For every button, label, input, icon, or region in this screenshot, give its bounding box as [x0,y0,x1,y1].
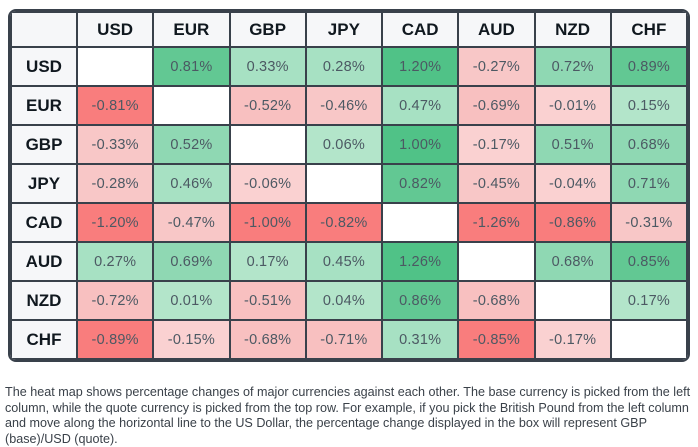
column-header-nzd: NZD [533,11,612,48]
cell-gbp-cad: 1.00% [380,124,460,165]
heatmap-header-row: USD EUR GBP JPY CAD AUD NZD CHF [10,11,688,48]
cell-gbp-eur: 0.52% [152,124,231,165]
cell-jpy-gbp: -0.06% [228,163,307,204]
cell-jpy-usd: -0.28% [75,163,155,204]
row-header-jpy: JPY [10,163,78,204]
cell-cad-cad [380,202,460,243]
heatmap-row-gbp: GBP -0.33% 0.52% 0.06% 1.00% -0.17% 0.51% 0.68% [10,124,688,165]
cell-cad-usd: -1.20% [75,202,155,243]
heatmap-row-eur: EUR -0.81% -0.52% -0.46% 0.47% -0.69% -0.01% 0.… [10,85,688,126]
row-header-eur: EUR [10,85,78,126]
cell-chf-nzd: -0.17% [533,319,612,360]
cell-aud-gbp: 0.17% [228,241,307,282]
cell-jpy-eur: 0.46% [152,163,231,204]
cell-usd-cad: 1.20% [380,46,460,87]
cell-cad-jpy: -0.82% [304,202,384,243]
cell-gbp-aud: -0.17% [457,124,536,165]
cell-usd-jpy: 0.28% [304,46,384,87]
cell-eur-nzd: -0.01% [533,85,612,126]
cell-nzd-chf: 0.17% [609,280,688,321]
heatmap-row-chf: CHF -0.89% -0.15% -0.68% -0.71% 0.31% -0.85% -0… [10,319,688,360]
cell-cad-nzd: -0.86% [533,202,612,243]
column-header-chf: CHF [609,11,688,48]
currency-heatmap-table: USD EUR GBP JPY CAD AUD NZD CHF USD 0.81% 0.33% 0.… [8,9,690,362]
cell-usd-eur: 0.81% [152,46,231,87]
cell-aud-usd: 0.27% [75,241,155,282]
heatmap-row-nzd: NZD -0.72% 0.01% -0.51% 0.04% 0.86% -0.68% 0.17… [10,280,688,321]
cell-cad-gbp: -1.00% [228,202,307,243]
row-header-usd: USD [10,46,78,87]
row-header-cad: CAD [10,202,78,243]
heatmap-row-cad: CAD -1.20% -0.47% -1.00% -0.82% -1.26% -0.86% -… [10,202,688,243]
cell-jpy-chf: 0.71% [609,163,688,204]
cell-gbp-usd: -0.33% [75,124,155,165]
cell-jpy-jpy [304,163,384,204]
cell-cad-aud: -1.26% [457,202,536,243]
cell-usd-gbp: 0.33% [228,46,307,87]
heatmap-grid: USD EUR GBP JPY CAD AUD NZD CHF USD 0.81% 0.33% 0.… [10,11,688,360]
cell-gbp-chf: 0.68% [609,124,688,165]
cell-eur-aud: -0.69% [457,85,536,126]
cell-chf-chf [609,319,688,360]
cell-aud-nzd: 0.68% [533,241,612,282]
cell-nzd-aud: -0.68% [457,280,536,321]
cell-chf-eur: -0.15% [152,319,231,360]
cell-jpy-cad: 0.82% [380,163,460,204]
cell-chf-cad: 0.31% [380,319,460,360]
cell-eur-usd: -0.81% [75,85,155,126]
cell-nzd-eur: 0.01% [152,280,231,321]
cell-eur-gbp: -0.52% [228,85,307,126]
column-header-cad: CAD [380,11,460,48]
row-header-gbp: GBP [10,124,78,165]
cell-usd-aud: -0.27% [457,46,536,87]
cell-eur-chf: 0.15% [609,85,688,126]
row-header-aud: AUD [10,241,78,282]
cell-nzd-usd: -0.72% [75,280,155,321]
cell-chf-jpy: -0.71% [304,319,384,360]
cell-aud-chf: 0.85% [609,241,688,282]
cell-eur-eur [152,85,231,126]
cell-chf-gbp: -0.68% [228,319,307,360]
cell-jpy-aud: -0.45% [457,163,536,204]
cell-aud-eur: 0.69% [152,241,231,282]
row-header-chf: CHF [10,319,78,360]
cell-chf-usd: -0.89% [75,319,155,360]
cell-gbp-nzd: 0.51% [533,124,612,165]
cell-nzd-cad: 0.86% [380,280,460,321]
cell-nzd-gbp: -0.51% [228,280,307,321]
heatmap-row-jpy: JPY -0.28% 0.46% -0.06% 0.82% -0.45% -0.04% 0.7… [10,163,688,204]
cell-cad-chf: -0.31% [609,202,688,243]
cell-jpy-nzd: -0.04% [533,163,612,204]
cell-usd-nzd: 0.72% [533,46,612,87]
column-header-usd: USD [75,11,155,48]
cell-usd-usd [75,46,155,87]
column-header-aud: AUD [457,11,536,48]
row-header-nzd: NZD [10,280,78,321]
cell-aud-aud [457,241,536,282]
cell-cad-eur: -0.47% [152,202,231,243]
column-header-gbp: GBP [228,11,307,48]
cell-eur-jpy: -0.46% [304,85,384,126]
cell-aud-cad: 1.26% [380,241,460,282]
column-header-jpy: JPY [304,11,384,48]
cell-chf-aud: -0.85% [457,319,536,360]
heatmap-row-aud: AUD 0.27% 0.69% 0.17% 0.45% 1.26% 0.68% 0.85% [10,241,688,282]
cell-eur-cad: 0.47% [380,85,460,126]
cell-nzd-nzd [533,280,612,321]
heatmap-caption: The heat map shows percentage changes of… [5,385,691,446]
cell-gbp-gbp [228,124,307,165]
cell-gbp-jpy: 0.06% [304,124,384,165]
heatmap-row-usd: USD 0.81% 0.33% 0.28% 1.20% -0.27% 0.72% 0.89% [10,46,688,87]
cell-usd-chf: 0.89% [609,46,688,87]
cell-aud-jpy: 0.45% [304,241,384,282]
cell-nzd-jpy: 0.04% [304,280,384,321]
column-header-eur: EUR [152,11,231,48]
corner-cell [10,11,78,48]
